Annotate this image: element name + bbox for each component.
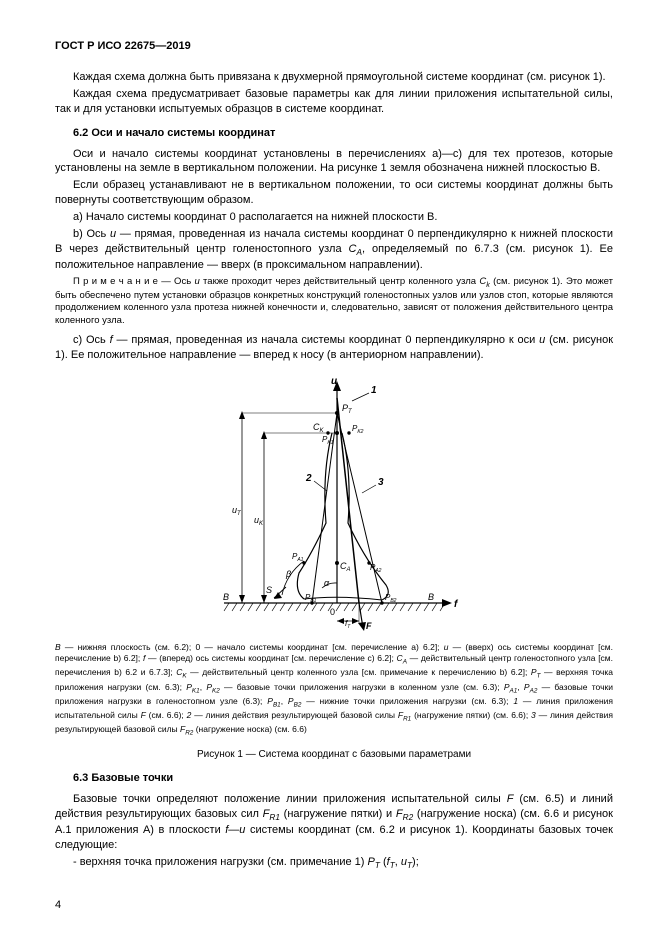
text: — базовые точки приложения нагрузки в ко… — [220, 682, 504, 692]
figure: u f B B 0 1 2 3 PT CK PK1 PK2 CA PA1 PA2… — [55, 373, 613, 636]
text: — действительный центр коленного узла [с… — [187, 667, 531, 677]
svg-text:PA2: PA2 — [370, 563, 382, 574]
svg-text:F: F — [366, 621, 372, 631]
svg-text:uT: uT — [232, 505, 242, 517]
coordinate-diagram: u f B B 0 1 2 3 PT CK PK1 PK2 CA PA1 PA2… — [204, 373, 464, 633]
svg-text:f: f — [454, 599, 459, 610]
svg-text:B: B — [223, 592, 229, 602]
svg-text:1: 1 — [371, 385, 377, 396]
text: (нагружение пятки) (см. 6.6); — [411, 710, 531, 720]
paragraph: Каждая схема предусматривает базовые пар… — [55, 87, 613, 117]
list-item: b) Ось u — прямая, проведенная из начала… — [55, 227, 613, 273]
page-number: 4 — [55, 899, 61, 911]
figure-caption: Рисунок 1 — Система координат с базовыми… — [55, 749, 613, 760]
page: ГОСТ Р ИСО 22675—2019 Каждая схема должн… — [0, 0, 661, 935]
text: — (вперед) ось системы координат [см. пе… — [145, 653, 396, 663]
svg-text:uK: uK — [254, 515, 264, 527]
text: (нагружение пятки) и — [280, 808, 396, 820]
text: — нижняя плоскость (см. 6.2); 0 — начало… — [61, 642, 444, 652]
section-heading: 6.2 Оси и начало системы координат — [55, 127, 613, 139]
text: — линия действия результирующей базовой … — [191, 710, 398, 720]
text: - верхняя точка приложения нагрузки (см.… — [73, 856, 368, 868]
note: П р и м е ч а н и е — Ось u также проход… — [55, 276, 613, 327]
text: c) Ось — [73, 334, 110, 346]
text: П р и м е ч а н и е — Ось — [73, 276, 194, 287]
svg-text:u: u — [331, 376, 337, 387]
svg-text:PB2: PB2 — [385, 593, 397, 604]
svg-text:B: B — [428, 592, 434, 602]
text: — нижние точки приложения нагрузки (см. … — [301, 696, 513, 706]
text: Базовые точки определяют положение линии… — [73, 793, 507, 805]
svg-text:β: β — [285, 569, 291, 579]
figure-legend: B — нижняя плоскость (см. 6.2); 0 — нача… — [55, 642, 613, 739]
svg-text:PK2: PK2 — [352, 424, 364, 435]
text: ); — [412, 856, 419, 868]
text: b) Ось — [73, 228, 110, 240]
svg-text:PK1: PK1 — [322, 435, 334, 446]
paragraph: Если образец устанавливают не в вертикал… — [55, 178, 613, 208]
section-heading: 6.3 Базовые точки — [55, 772, 613, 784]
text: — прямая, проведенная из начала системы … — [113, 334, 539, 346]
svg-text:PA1: PA1 — [292, 552, 304, 563]
svg-text:CK: CK — [313, 422, 325, 434]
svg-text:S: S — [266, 585, 272, 595]
svg-text:PT: PT — [342, 403, 353, 415]
svg-text:CA: CA — [340, 561, 351, 573]
paragraph: Оси и начало системы координат установле… — [55, 147, 613, 177]
text: Оси и начало системы координат установле… — [55, 148, 613, 175]
paragraph: Базовые точки определяют положение линии… — [55, 792, 613, 853]
text: также проходит через действительный цент… — [200, 276, 480, 287]
list-item: c) Ось f — прямая, проведенная из начала… — [55, 333, 613, 363]
list-item: a) Начало системы координат 0 располагае… — [55, 210, 613, 225]
svg-text:2: 2 — [305, 473, 312, 484]
document-id: ГОСТ Р ИСО 22675—2019 — [55, 40, 613, 52]
svg-text:PB1: PB1 — [305, 593, 317, 604]
svg-text:3: 3 — [378, 477, 384, 488]
text: (см. 6.6); — [146, 710, 187, 720]
svg-text:0: 0 — [330, 607, 335, 617]
list-item: - верхняя точка приложения нагрузки (см.… — [55, 855, 613, 871]
text: (нагружение носка) (см. 6.6) — [193, 724, 306, 734]
svg-text:α: α — [324, 578, 330, 588]
paragraph: Каждая схема должна быть привязана к дву… — [55, 70, 613, 85]
